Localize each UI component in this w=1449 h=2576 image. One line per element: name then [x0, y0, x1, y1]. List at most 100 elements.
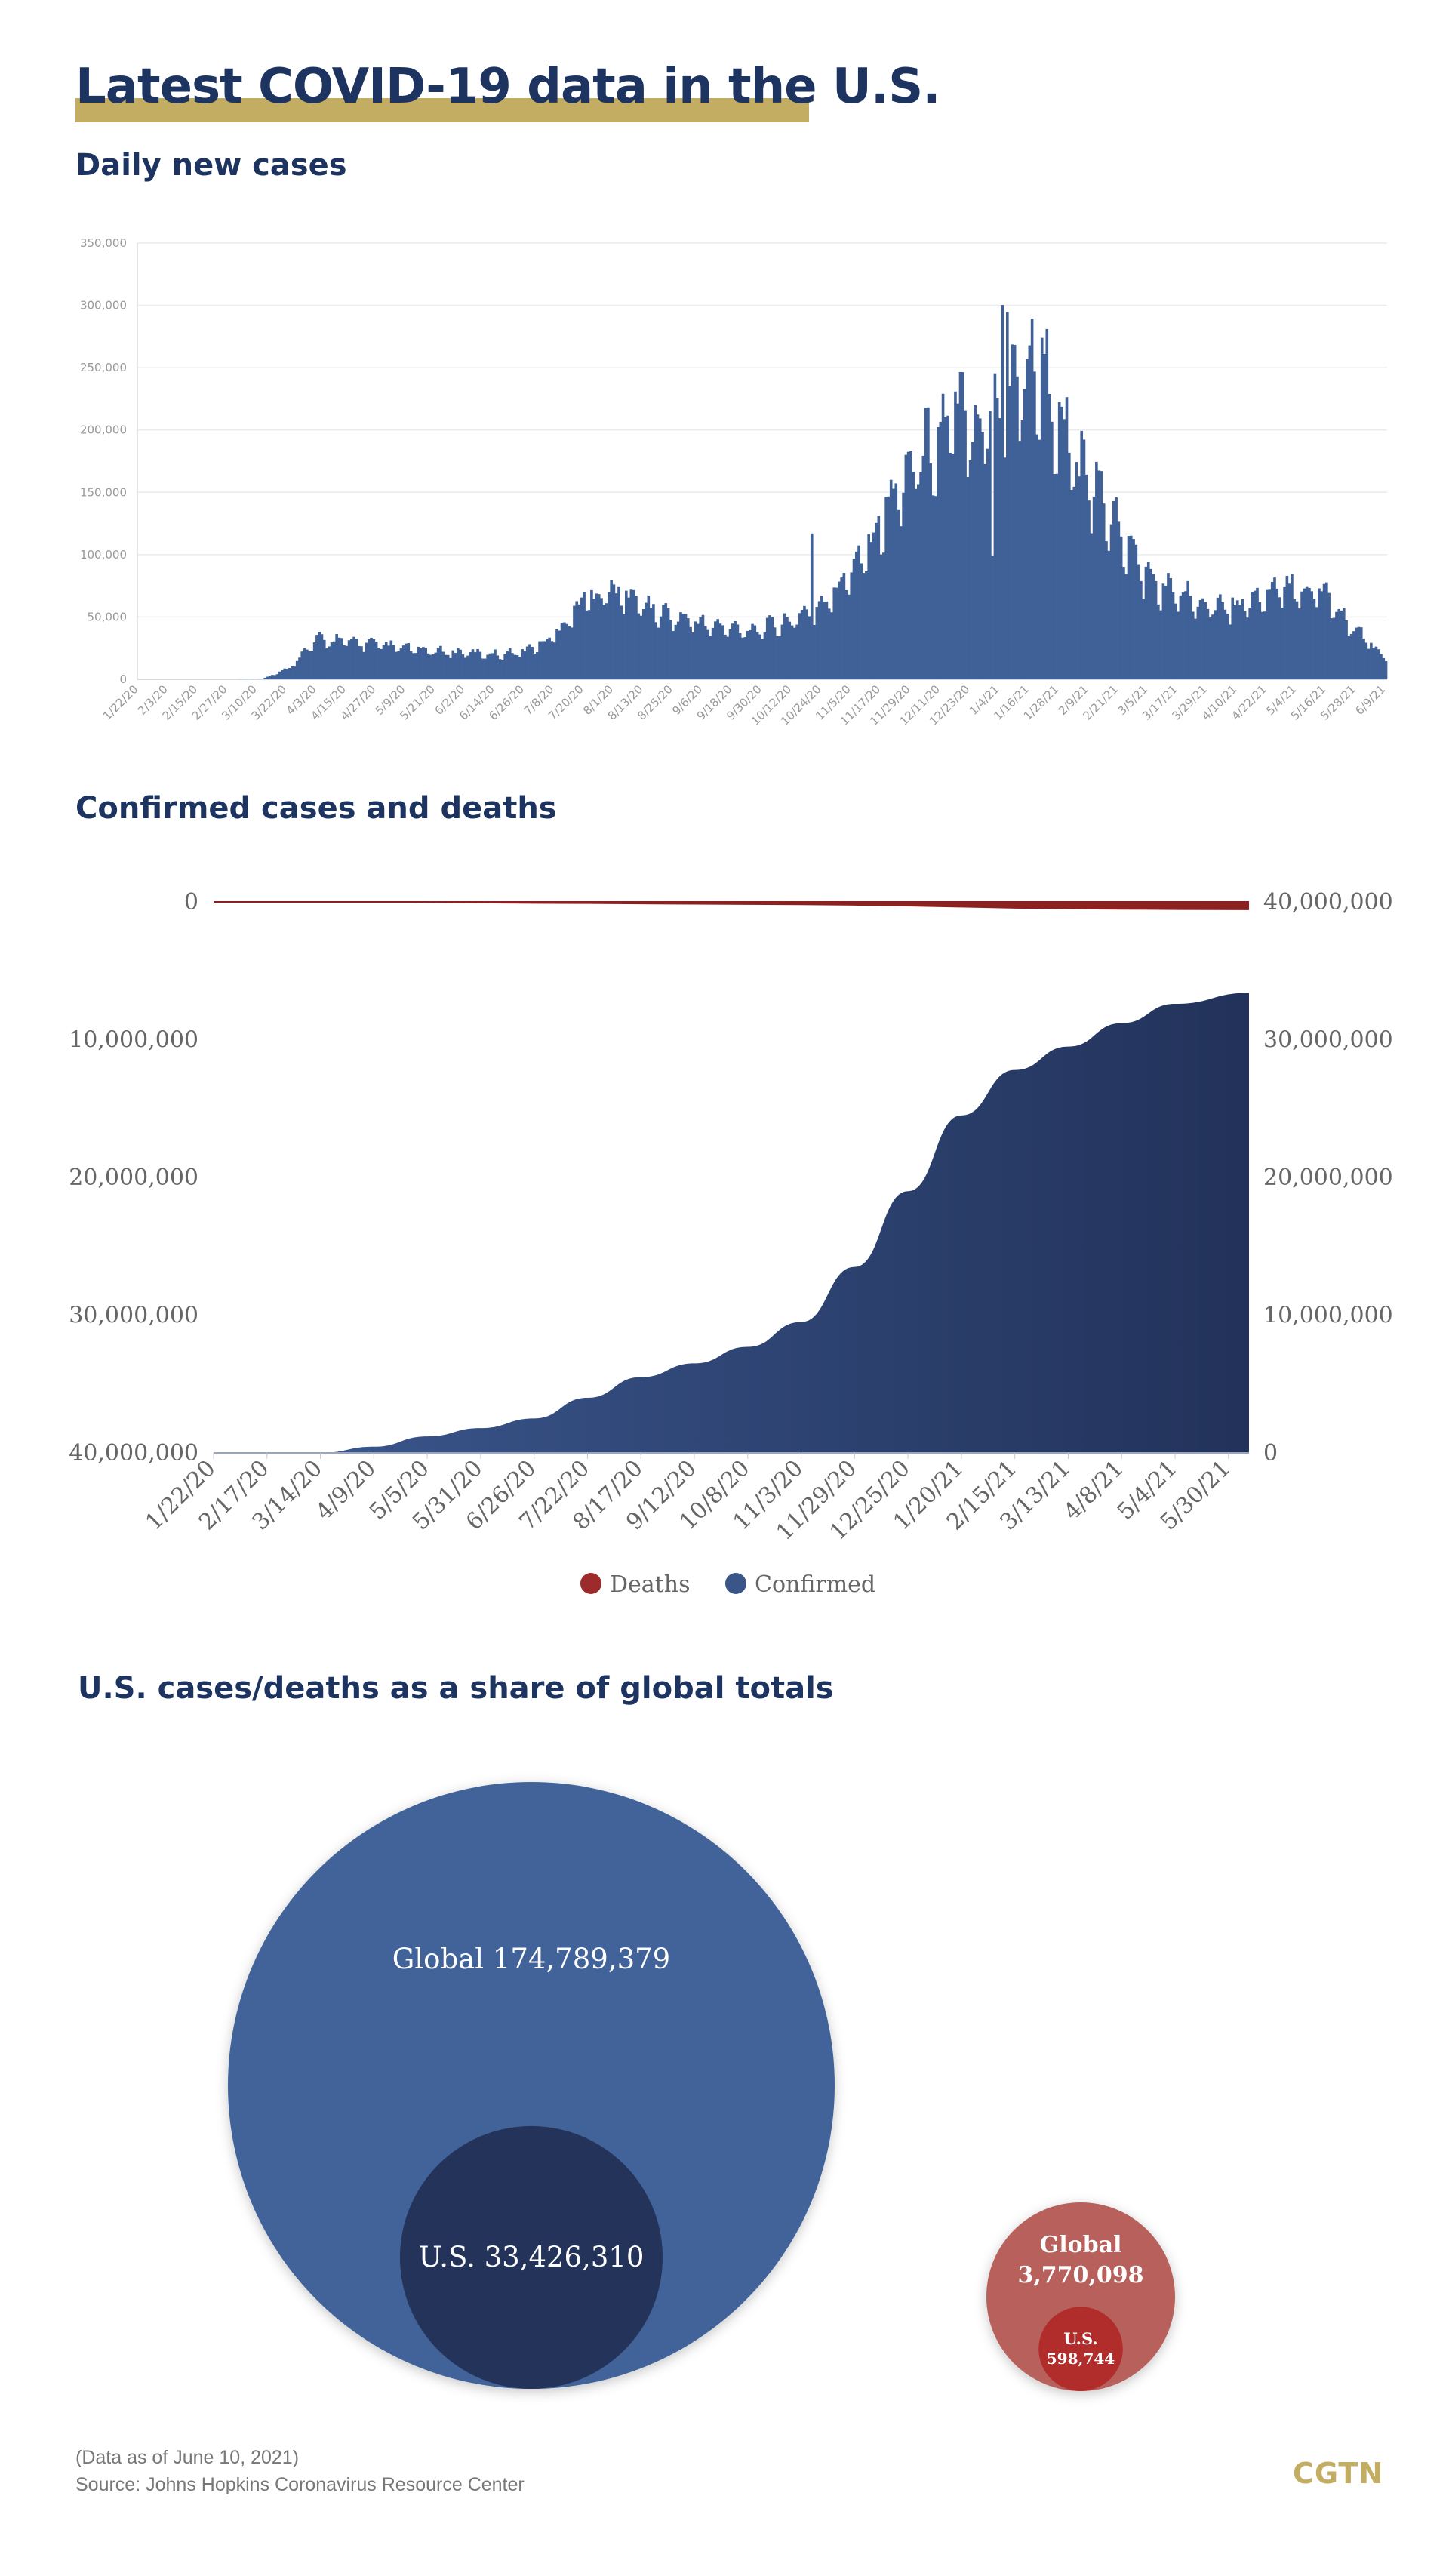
daily-case-bar	[1169, 577, 1173, 679]
daily-case-bar	[1340, 610, 1343, 679]
daily-case-bar	[573, 605, 576, 679]
daily-case-bar	[1291, 574, 1294, 679]
daily-case-bar	[711, 627, 715, 679]
daily-case-bar	[1330, 618, 1334, 679]
daily-case-bar	[887, 496, 891, 679]
daily-cases-chart: 0 50,000 100,000 150,000 200,000 250,000 300,0…	[80, 236, 1388, 728]
daily-case-bar	[1112, 500, 1115, 679]
daily-case-bar	[1051, 421, 1054, 679]
daily-case-bar	[560, 623, 564, 679]
daily-case-bar	[827, 608, 831, 679]
daily-case-bar	[484, 658, 487, 679]
daily-case-bar	[1352, 631, 1355, 679]
daily-case-bar	[377, 648, 380, 679]
daily-case-bar	[1053, 474, 1056, 679]
daily-case-bar	[608, 592, 611, 679]
daily-case-bar	[751, 623, 754, 679]
daily-case-bar	[1129, 535, 1133, 679]
daily-case-bar	[706, 629, 709, 679]
daily-case-bar	[540, 641, 544, 679]
daily-case-bar	[315, 635, 318, 679]
daily-case-bar	[1320, 591, 1324, 679]
daily-case-bar	[347, 640, 351, 679]
daily-case-bar	[684, 614, 688, 679]
daily-case-bar	[473, 652, 477, 679]
left-y-tick-label: 0	[184, 889, 198, 916]
daily-case-bar	[387, 645, 390, 679]
daily-case-bar	[550, 641, 554, 679]
global-cases-bubble	[228, 1782, 835, 2389]
title-underline	[75, 98, 809, 122]
daily-case-bar	[1149, 568, 1152, 679]
daily-case-bar	[1287, 583, 1291, 679]
daily-case-bar	[1315, 607, 1318, 679]
daily-case-bar	[451, 650, 455, 679]
daily-case-bar	[679, 612, 682, 679]
daily-case-bar	[271, 675, 274, 679]
daily-case-bar	[998, 418, 1001, 679]
daily-case-bar	[481, 658, 485, 679]
daily-case-bar	[312, 642, 316, 679]
daily-case-bar	[1208, 617, 1212, 679]
daily-case-bar	[1194, 618, 1197, 679]
daily-case-bar	[817, 601, 821, 679]
daily-case-bar	[746, 630, 749, 679]
daily-case-bar	[1167, 573, 1170, 679]
daily-case-bar	[401, 645, 405, 679]
daily-case-bar	[1280, 608, 1284, 679]
daily-case-bar	[1174, 603, 1177, 679]
daily-case-bar	[909, 451, 912, 679]
daily-case-bar	[350, 639, 353, 679]
daily-case-bar	[1231, 597, 1235, 679]
daily-case-bar	[275, 674, 279, 679]
daily-y-tick-label: 0	[119, 672, 127, 686]
daily-case-bar	[1080, 430, 1084, 679]
daily-case-bar	[266, 676, 269, 679]
daily-case-bar	[1026, 359, 1029, 679]
daily-case-bar	[872, 532, 875, 679]
daily-case-bar	[1181, 592, 1185, 679]
daily-case-bar	[852, 559, 856, 679]
daily-case-bar	[521, 649, 524, 679]
daily-case-bar	[340, 638, 343, 679]
daily-case-bar	[1357, 626, 1361, 679]
daily-case-bar	[939, 421, 943, 679]
daily-case-bar	[1001, 305, 1004, 679]
daily-case-bar	[1384, 660, 1388, 679]
daily-case-bar	[333, 641, 336, 679]
daily-case-bar	[441, 651, 445, 679]
daily-case-bar	[1204, 602, 1207, 679]
daily-case-bar	[652, 604, 655, 679]
daily-case-bar	[389, 640, 393, 679]
daily-case-bar	[768, 615, 771, 679]
daily-case-bar	[405, 643, 408, 679]
daily-case-bar	[1266, 589, 1269, 679]
daily-case-bar	[820, 596, 823, 679]
daily-case-bar	[370, 637, 373, 679]
daily-case-bar	[1159, 610, 1162, 679]
daily-case-bar	[565, 623, 568, 679]
daily-case-bar	[627, 597, 630, 679]
daily-case-bar	[840, 577, 843, 679]
daily-case-bar	[620, 605, 623, 679]
daily-case-bar	[808, 616, 811, 679]
daily-case-bar	[1359, 627, 1363, 679]
daily-case-bar	[328, 646, 331, 679]
daily-case-bar	[466, 655, 469, 679]
daily-case-bar	[432, 654, 435, 679]
footer: (Data as of June 10, 2021) Source: Johns…	[75, 2444, 525, 2498]
daily-case-bar	[449, 657, 452, 679]
daily-case-bar	[570, 627, 574, 679]
daily-case-bar	[1142, 599, 1145, 679]
daily-case-bar	[1122, 567, 1125, 679]
daily-case-bar	[800, 610, 804, 679]
daily-case-bar	[964, 410, 967, 679]
daily-case-bar	[842, 572, 846, 679]
daily-case-bar	[1238, 605, 1241, 679]
daily-case-bar	[758, 634, 761, 679]
daily-case-bar	[1186, 580, 1190, 679]
daily-case-bar	[649, 608, 653, 679]
daily-case-bar	[1377, 649, 1380, 679]
daily-case-bar	[1216, 597, 1220, 679]
daily-case-bar	[612, 584, 616, 679]
